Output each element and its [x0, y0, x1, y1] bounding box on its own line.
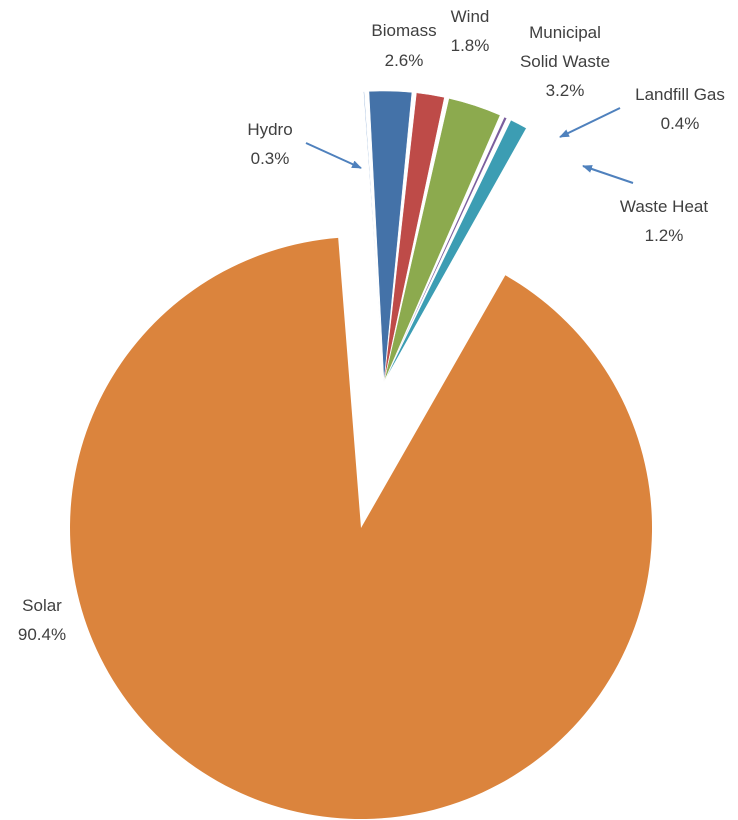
leader-arrow-landfill-gas: [559, 107, 621, 138]
label-solar: Solar 90.4%: [18, 596, 66, 644]
slice-wind: [383, 92, 445, 383]
pie-slices: [70, 90, 653, 820]
slice-landfill-gas: [383, 116, 508, 383]
label-landfill-gas: Landfill Gas 0.4%: [635, 85, 725, 133]
leader-arrow-waste-heat: [582, 165, 634, 184]
slice-waste-heat: [383, 119, 527, 383]
label-biomass: Biomass 2.6%: [371, 21, 436, 70]
label-waste-heat: Waste Heat 1.2%: [620, 197, 708, 245]
label-municipal-solid-waste: Municipal Solid Waste 3.2%: [520, 23, 610, 100]
slice-hydro: [363, 91, 385, 383]
leader-arrow-hydro: [305, 142, 362, 169]
slice-municipal-solid-waste: [383, 98, 501, 383]
slice-labels: Hydro 0.3% Biomass 2.6% Wind 1.8% Municipal Sol…: [18, 7, 725, 644]
slice-biomass: [368, 90, 413, 383]
leader-lines: [305, 107, 634, 184]
label-wind: Wind 1.8%: [451, 7, 490, 55]
slice-solar: [70, 237, 653, 820]
label-hydro: Hydro 0.3%: [247, 120, 292, 168]
